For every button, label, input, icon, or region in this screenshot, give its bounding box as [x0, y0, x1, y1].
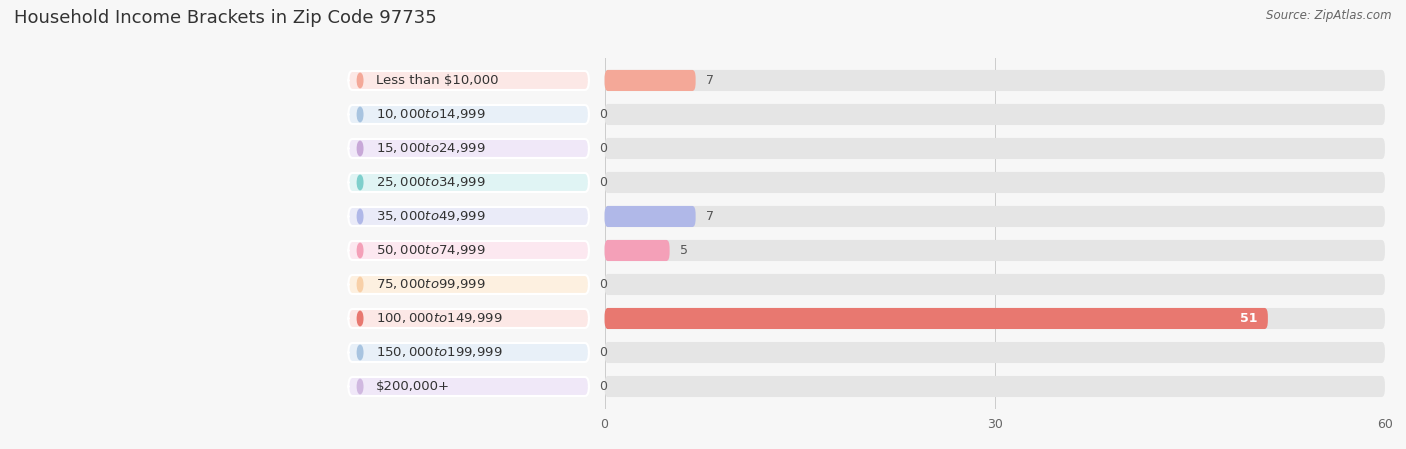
FancyBboxPatch shape	[349, 207, 589, 226]
Text: $15,000 to $24,999: $15,000 to $24,999	[375, 141, 485, 155]
Text: 0: 0	[599, 142, 607, 155]
FancyBboxPatch shape	[605, 172, 1385, 193]
Text: 7: 7	[706, 210, 714, 223]
FancyBboxPatch shape	[605, 308, 1268, 329]
Text: $25,000 to $34,999: $25,000 to $34,999	[375, 176, 485, 189]
FancyBboxPatch shape	[349, 343, 589, 362]
FancyBboxPatch shape	[349, 309, 589, 328]
FancyBboxPatch shape	[605, 274, 1385, 295]
Circle shape	[357, 107, 363, 122]
Circle shape	[357, 141, 363, 156]
Text: 0: 0	[599, 346, 607, 359]
Text: 0: 0	[599, 176, 607, 189]
Circle shape	[357, 379, 363, 394]
Text: 0: 0	[599, 380, 607, 393]
Text: 5: 5	[681, 244, 688, 257]
Text: Less than $10,000: Less than $10,000	[375, 74, 498, 87]
FancyBboxPatch shape	[605, 342, 1385, 363]
Circle shape	[357, 311, 363, 326]
Circle shape	[357, 345, 363, 360]
FancyBboxPatch shape	[605, 138, 1385, 159]
FancyBboxPatch shape	[605, 240, 669, 261]
FancyBboxPatch shape	[349, 71, 589, 90]
Circle shape	[357, 277, 363, 292]
FancyBboxPatch shape	[349, 275, 589, 294]
Text: $10,000 to $14,999: $10,000 to $14,999	[375, 107, 485, 122]
FancyBboxPatch shape	[349, 241, 589, 260]
Circle shape	[357, 175, 363, 189]
FancyBboxPatch shape	[349, 105, 589, 124]
Text: $50,000 to $74,999: $50,000 to $74,999	[375, 243, 485, 257]
Circle shape	[357, 243, 363, 258]
Text: $150,000 to $199,999: $150,000 to $199,999	[375, 345, 502, 360]
FancyBboxPatch shape	[605, 104, 1385, 125]
FancyBboxPatch shape	[605, 206, 696, 227]
FancyBboxPatch shape	[349, 139, 589, 158]
Text: 7: 7	[706, 74, 714, 87]
Text: $100,000 to $149,999: $100,000 to $149,999	[375, 312, 502, 326]
Circle shape	[357, 209, 363, 224]
FancyBboxPatch shape	[605, 376, 1385, 397]
FancyBboxPatch shape	[605, 206, 1385, 227]
Text: 0: 0	[599, 108, 607, 121]
FancyBboxPatch shape	[605, 70, 1385, 91]
Text: Household Income Brackets in Zip Code 97735: Household Income Brackets in Zip Code 97…	[14, 9, 437, 27]
Text: 51: 51	[1240, 312, 1257, 325]
FancyBboxPatch shape	[605, 70, 696, 91]
FancyBboxPatch shape	[605, 240, 1385, 261]
FancyBboxPatch shape	[605, 308, 1385, 329]
Circle shape	[357, 73, 363, 88]
Text: $75,000 to $99,999: $75,000 to $99,999	[375, 277, 485, 291]
Text: 0: 0	[599, 278, 607, 291]
FancyBboxPatch shape	[349, 173, 589, 192]
Text: $200,000+: $200,000+	[375, 380, 450, 393]
FancyBboxPatch shape	[349, 377, 589, 396]
Text: Source: ZipAtlas.com: Source: ZipAtlas.com	[1267, 9, 1392, 22]
Text: $35,000 to $49,999: $35,000 to $49,999	[375, 210, 485, 224]
